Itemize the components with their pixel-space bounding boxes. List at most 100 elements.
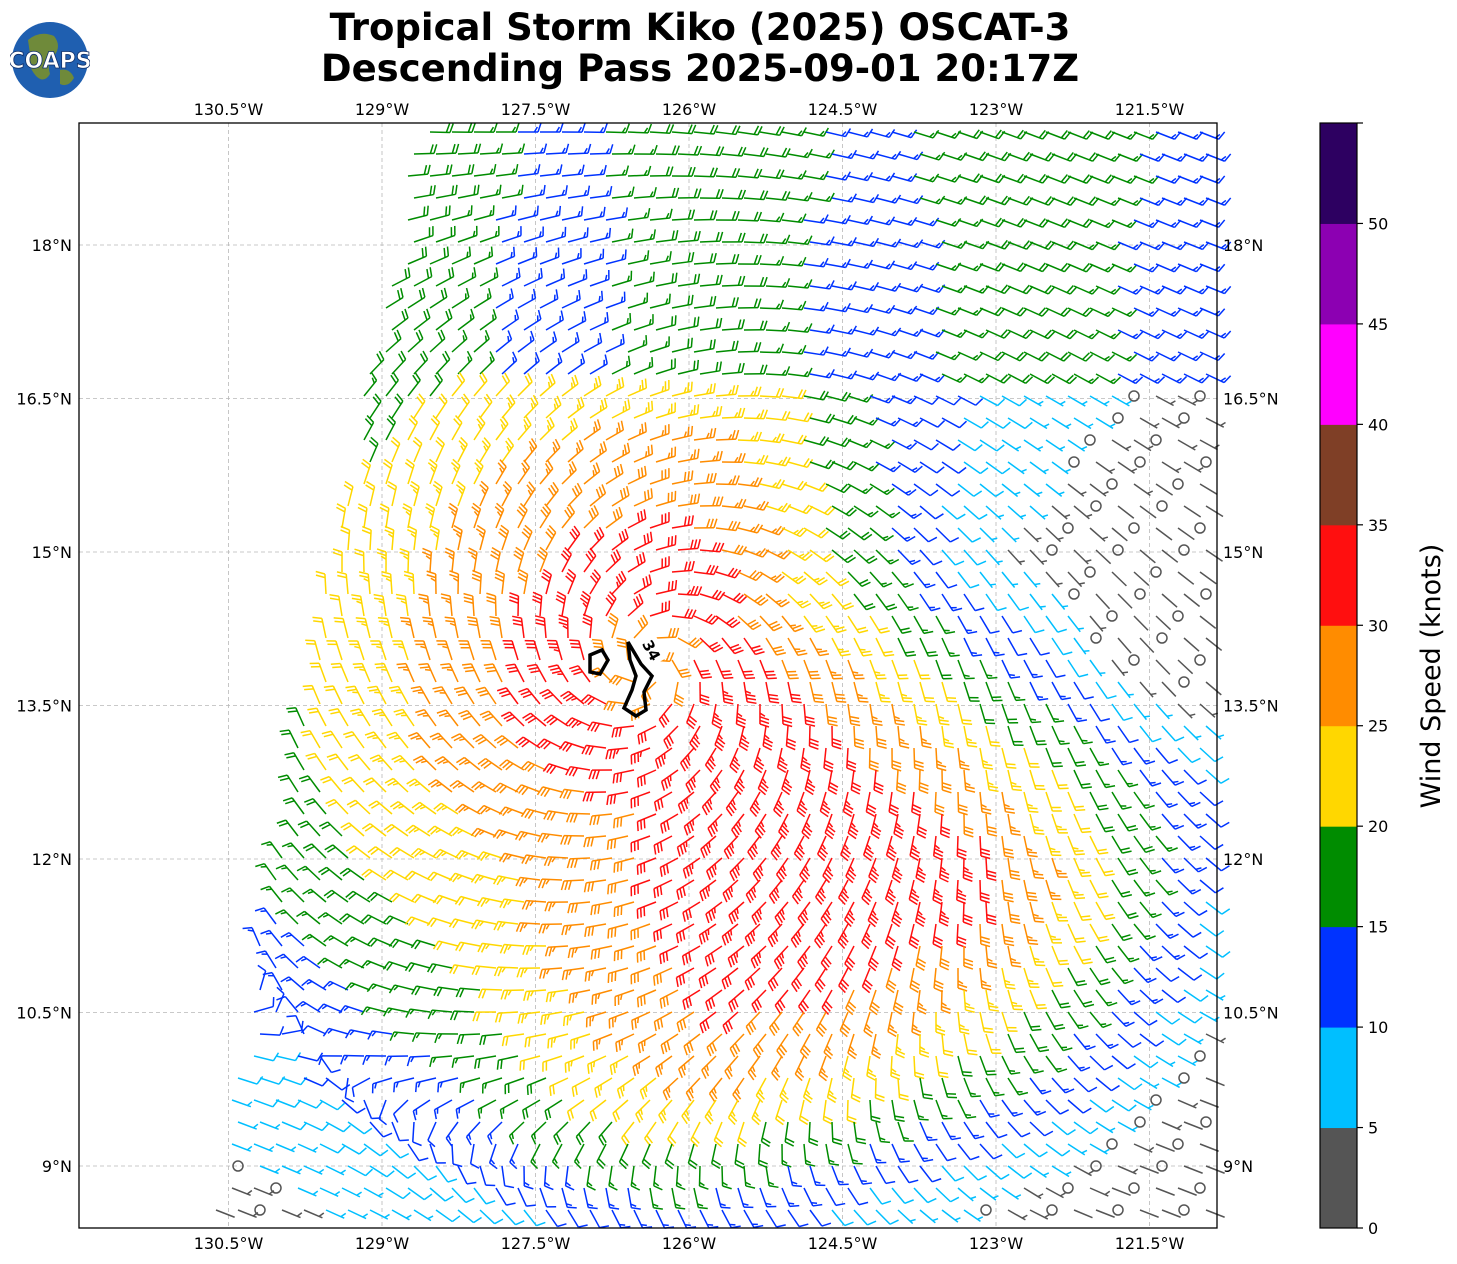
wind-barb bbox=[1084, 566, 1096, 578]
lat-tick-label-left: 15°N bbox=[32, 543, 72, 562]
wind-barb bbox=[1112, 412, 1124, 424]
wind-barb bbox=[737, 386, 762, 397]
wind-barb bbox=[649, 293, 671, 309]
wind-barb bbox=[494, 569, 506, 595]
wind-barb bbox=[759, 433, 785, 444]
wind-barb bbox=[721, 407, 746, 419]
wind-barb bbox=[1161, 329, 1188, 340]
wind-barb bbox=[913, 129, 940, 139]
wind-barb bbox=[611, 442, 631, 463]
wind-barb bbox=[1161, 549, 1179, 563]
wind-barb bbox=[391, 308, 409, 331]
wind-barb bbox=[935, 615, 956, 635]
wind-barb bbox=[759, 615, 783, 632]
wind-barb bbox=[1051, 329, 1078, 340]
wind-barb bbox=[721, 453, 746, 464]
wind-barb bbox=[913, 571, 936, 589]
wind-barb bbox=[392, 640, 409, 661]
wind-barb bbox=[453, 686, 475, 705]
wind-barb bbox=[891, 659, 909, 680]
wind-barb bbox=[847, 439, 874, 449]
wind-barb bbox=[414, 640, 431, 661]
wind-barb bbox=[1045, 395, 1066, 407]
wind-barb bbox=[853, 326, 880, 336]
wind-barb bbox=[715, 253, 740, 265]
wind-barb bbox=[435, 143, 460, 155]
wind-barb bbox=[737, 254, 762, 265]
wind-barb bbox=[501, 184, 524, 199]
wind-barb bbox=[501, 437, 515, 463]
wind-barb bbox=[743, 233, 769, 244]
wind-barb bbox=[869, 615, 890, 634]
wind-barb bbox=[919, 637, 938, 657]
wind-barb bbox=[1007, 505, 1027, 520]
wind-barb bbox=[737, 569, 764, 582]
lon-tick-label-bottom: 123°W bbox=[969, 1234, 1024, 1253]
wind-barb bbox=[765, 456, 791, 467]
wind-barb bbox=[501, 267, 521, 287]
wind-barb bbox=[809, 236, 835, 246]
wind-barb bbox=[545, 438, 561, 463]
wind-barb bbox=[979, 351, 1006, 362]
wind-barb bbox=[1155, 351, 1182, 362]
lat-tick-label-left: 13.5°N bbox=[16, 697, 72, 716]
wind-barb bbox=[1177, 351, 1204, 362]
wind-barb bbox=[825, 571, 850, 587]
wind-barb bbox=[715, 125, 741, 136]
wind-barb bbox=[1112, 544, 1124, 556]
wind-barb bbox=[875, 194, 902, 204]
wind-barb bbox=[765, 147, 791, 158]
lon-tick-label-bottom: 121.5°W bbox=[1115, 1234, 1185, 1253]
wind-barb bbox=[429, 414, 441, 441]
wind-barb bbox=[567, 525, 581, 551]
wind-barb bbox=[699, 681, 710, 706]
wind-barb bbox=[809, 593, 833, 610]
wind-barb bbox=[396, 662, 415, 683]
wind-barb bbox=[831, 325, 857, 335]
wind-barb bbox=[1139, 549, 1156, 564]
wind-barb bbox=[1133, 263, 1160, 273]
wind-barb bbox=[545, 481, 559, 507]
wind-barb bbox=[765, 410, 791, 421]
wind-barb bbox=[451, 164, 475, 177]
wind-barb bbox=[935, 351, 962, 361]
wind-barb bbox=[787, 235, 813, 246]
wind-barb bbox=[1067, 351, 1094, 362]
wind-barb bbox=[655, 446, 677, 463]
wind-barb bbox=[385, 414, 397, 441]
wind-barb bbox=[526, 663, 547, 683]
wind-barb bbox=[1073, 681, 1094, 700]
wind-barb bbox=[935, 439, 961, 451]
wind-barb bbox=[473, 164, 497, 177]
wind-barb bbox=[737, 523, 764, 534]
wind-barb bbox=[649, 556, 670, 573]
wind-barb bbox=[407, 287, 426, 309]
wind-barb bbox=[1150, 434, 1162, 446]
wind-barb bbox=[979, 571, 996, 589]
wind-barb bbox=[875, 238, 902, 248]
wind-barb bbox=[1001, 306, 1028, 317]
wind-barb bbox=[435, 308, 453, 331]
wind-barb bbox=[509, 592, 520, 617]
wind-barb bbox=[413, 185, 436, 199]
wind-barb bbox=[523, 309, 542, 331]
wind-barb bbox=[457, 350, 473, 375]
wind-barb bbox=[941, 681, 957, 703]
wind-barb bbox=[875, 637, 895, 657]
wind-barb bbox=[412, 436, 423, 463]
wind-barb bbox=[1090, 632, 1102, 644]
wind-barb bbox=[517, 569, 529, 595]
wind-barb bbox=[655, 627, 680, 639]
colorbar-label: Wind Speed (knots) bbox=[1416, 544, 1447, 809]
wind-barb bbox=[589, 441, 608, 463]
wind-barb bbox=[473, 246, 494, 265]
wind-barb bbox=[759, 125, 785, 137]
lon-tick-label-top: 121.5°W bbox=[1115, 100, 1185, 119]
wind-barb bbox=[737, 477, 763, 488]
wind-barb bbox=[627, 465, 647, 485]
wind-barb bbox=[561, 332, 580, 353]
wind-barb bbox=[357, 503, 368, 529]
wind-barb bbox=[561, 122, 586, 133]
wind-barb bbox=[897, 283, 924, 293]
wind-barb bbox=[787, 148, 813, 159]
